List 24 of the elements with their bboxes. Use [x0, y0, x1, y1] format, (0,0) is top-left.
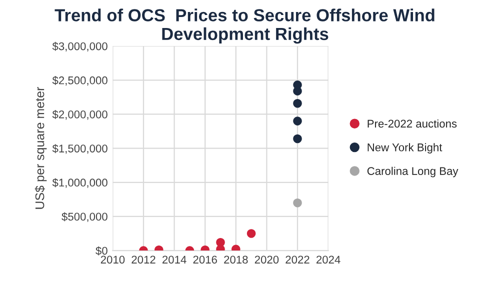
point [293, 198, 302, 208]
x-tick-label: 2010 [100, 256, 125, 264]
y-tick-label: $1,000,000 [52, 178, 108, 188]
x-tick-label: 2014 [162, 256, 186, 264]
point [293, 98, 302, 108]
x-tick-label: 2012 [132, 256, 156, 264]
legend-label: Carolina Long Bay [367, 166, 458, 178]
x-tick-label: 2020 [254, 256, 279, 264]
point [246, 229, 256, 238]
y-tick-label: $2,500,000 [52, 76, 108, 86]
x-tick-label: 2016 [193, 256, 217, 264]
x-tick-label: 2022 [286, 256, 310, 264]
y-axis-title: US$ per square meter [34, 87, 47, 209]
point [293, 134, 302, 144]
x-tick-label: 2018 [224, 256, 248, 264]
x-tick-label: 2024 [316, 256, 340, 264]
y-tick-label: $0 [96, 246, 108, 256]
point [293, 116, 302, 126]
y-tick-label: $3,000,000 [52, 42, 108, 52]
legend-label: New York Bight [368, 143, 442, 154]
y-tick-label: $1,500,000 [52, 144, 108, 154]
y-tick-label: $500,000 [62, 212, 108, 222]
y-tick-label: $2,000,000 [52, 110, 108, 120]
legend-label: Pre-2022 auctions [368, 119, 457, 128]
